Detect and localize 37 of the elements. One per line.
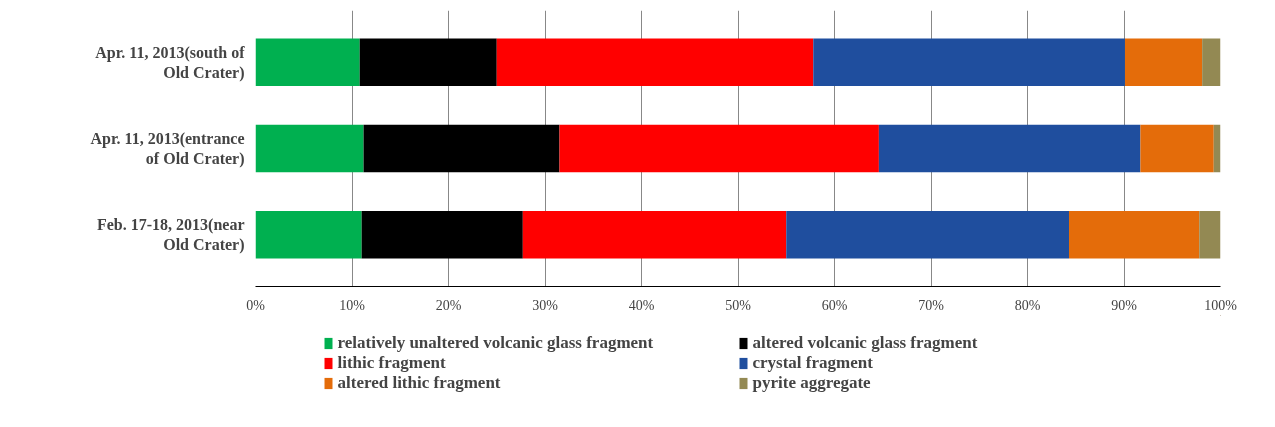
x-tick-label: 70% [918,297,945,313]
y-tick-label: Apr. 11, 2013(south of Old Crater) [95,43,246,82]
x-tick-label: 0% [246,297,266,313]
x-tick-label: 10% [339,297,366,313]
x-tick-label: 30% [532,297,559,313]
bar [1124,38,1203,86]
legend-label: lithic fragment [337,352,447,373]
legend-label: pyrite aggregate [752,372,872,393]
bar [786,211,1069,259]
legend-label: crystal fragment [752,352,874,373]
bar [255,211,362,259]
bar [522,211,787,259]
x-tick-label: 80% [1014,297,1041,313]
legend-label: relatively unaltered volcanic glass fragment [337,332,655,353]
legend-label: altered volcanic glass fragment [752,332,979,353]
bar [1202,38,1221,86]
bar [359,38,497,86]
bar [496,38,814,86]
bar [1140,124,1214,173]
bar [1199,211,1221,259]
bar [813,38,1125,86]
bar [363,124,560,173]
x-tick-label: 60% [821,297,848,313]
legend-label: altered lithic fragment [337,372,502,393]
bar [361,211,523,259]
bar [878,124,1141,173]
x-tick-label: 20% [435,297,462,313]
x-tick-label: 100% [1204,297,1238,313]
x-tick-label: 90% [1111,297,1138,313]
bar [255,124,364,173]
bar [255,38,360,86]
x-tick-label: 40% [628,297,655,313]
y-tick-label: Apr. 11, 2013(entrance of Old Crater) [90,129,245,169]
x-tick-label: 50% [725,297,752,313]
bar [559,124,879,173]
bar [1068,211,1200,259]
y-tick-label: Feb. 17-18, 2013(near Old Crater) [96,216,245,255]
